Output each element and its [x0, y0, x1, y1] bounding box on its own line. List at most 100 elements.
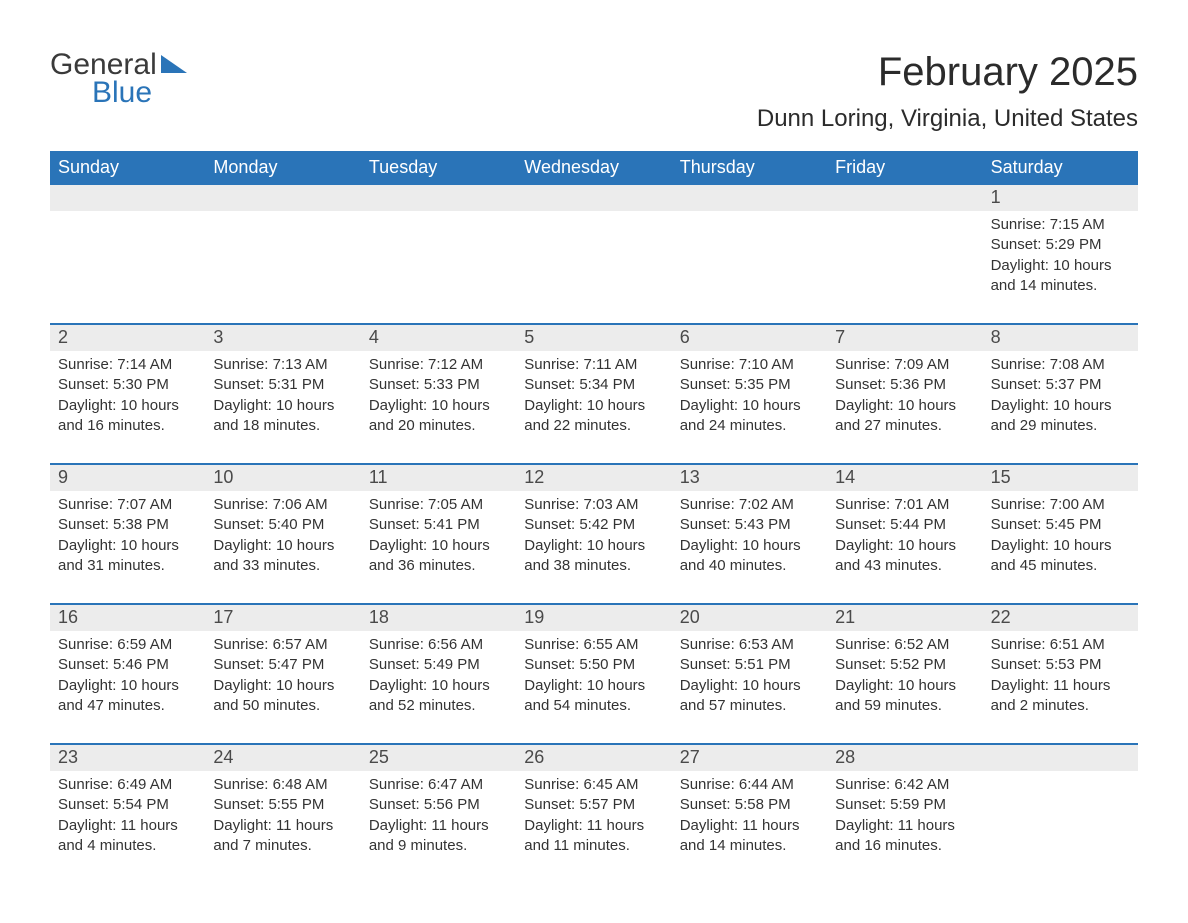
day-body: Sunrise: 7:13 AM Sunset: 5:31 PM Dayligh…: [205, 351, 360, 463]
day-body: Sunrise: 7:12 AM Sunset: 5:33 PM Dayligh…: [361, 351, 516, 463]
calendar: Sunday Monday Tuesday Wednesday Thursday…: [50, 151, 1138, 883]
day-body: Sunrise: 7:03 AM Sunset: 5:42 PM Dayligh…: [516, 491, 671, 603]
day-number: 23: [50, 745, 205, 771]
day-number: 21: [827, 605, 982, 631]
day-body: Sunrise: 6:51 AM Sunset: 5:53 PM Dayligh…: [983, 631, 1138, 743]
header: General Blue February 2025 Dunn Loring, …: [50, 50, 1138, 145]
day-number: 2: [50, 325, 205, 351]
day-body: Sunrise: 7:05 AM Sunset: 5:41 PM Dayligh…: [361, 491, 516, 603]
dow-monday: Monday: [205, 151, 360, 185]
day-number-row: 2345678: [50, 325, 1138, 351]
day-body: Sunrise: 6:53 AM Sunset: 5:51 PM Dayligh…: [672, 631, 827, 743]
day-number: [983, 745, 1138, 771]
day-body-row: Sunrise: 6:49 AM Sunset: 5:54 PM Dayligh…: [50, 771, 1138, 883]
week-row: 9101112131415Sunrise: 7:07 AM Sunset: 5:…: [50, 463, 1138, 603]
day-body: [361, 211, 516, 323]
day-body: [516, 211, 671, 323]
location: Dunn Loring, Virginia, United States: [757, 105, 1138, 133]
dow-thursday: Thursday: [672, 151, 827, 185]
dow-tuesday: Tuesday: [361, 151, 516, 185]
day-body: Sunrise: 7:01 AM Sunset: 5:44 PM Dayligh…: [827, 491, 982, 603]
day-body: Sunrise: 6:49 AM Sunset: 5:54 PM Dayligh…: [50, 771, 205, 883]
day-body: Sunrise: 7:08 AM Sunset: 5:37 PM Dayligh…: [983, 351, 1138, 463]
day-number: 26: [516, 745, 671, 771]
day-body-row: Sunrise: 7:14 AM Sunset: 5:30 PM Dayligh…: [50, 351, 1138, 463]
day-number: 8: [983, 325, 1138, 351]
day-number: 5: [516, 325, 671, 351]
day-number: 3: [205, 325, 360, 351]
day-body: Sunrise: 6:59 AM Sunset: 5:46 PM Dayligh…: [50, 631, 205, 743]
week-row: 16171819202122Sunrise: 6:59 AM Sunset: 5…: [50, 603, 1138, 743]
day-body: Sunrise: 7:02 AM Sunset: 5:43 PM Dayligh…: [672, 491, 827, 603]
day-body: Sunrise: 6:52 AM Sunset: 5:52 PM Dayligh…: [827, 631, 982, 743]
day-body: Sunrise: 7:10 AM Sunset: 5:35 PM Dayligh…: [672, 351, 827, 463]
day-number: [205, 185, 360, 211]
day-body: Sunrise: 7:15 AM Sunset: 5:29 PM Dayligh…: [983, 211, 1138, 323]
day-body: Sunrise: 6:48 AM Sunset: 5:55 PM Dayligh…: [205, 771, 360, 883]
day-of-week-header: Sunday Monday Tuesday Wednesday Thursday…: [50, 151, 1138, 185]
week-row: 232425262728Sunrise: 6:49 AM Sunset: 5:5…: [50, 743, 1138, 883]
day-number: [672, 185, 827, 211]
dow-saturday: Saturday: [983, 151, 1138, 185]
day-number: 6: [672, 325, 827, 351]
day-body-row: Sunrise: 7:15 AM Sunset: 5:29 PM Dayligh…: [50, 211, 1138, 323]
day-number: 19: [516, 605, 671, 631]
day-number: 27: [672, 745, 827, 771]
title-block: February 2025 Dunn Loring, Virginia, Uni…: [757, 50, 1138, 145]
day-body-row: Sunrise: 7:07 AM Sunset: 5:38 PM Dayligh…: [50, 491, 1138, 603]
day-body: Sunrise: 6:57 AM Sunset: 5:47 PM Dayligh…: [205, 631, 360, 743]
day-number-row: 232425262728: [50, 745, 1138, 771]
day-body: Sunrise: 7:14 AM Sunset: 5:30 PM Dayligh…: [50, 351, 205, 463]
day-number: 1: [983, 185, 1138, 211]
week-row: 2345678Sunrise: 7:14 AM Sunset: 5:30 PM …: [50, 323, 1138, 463]
day-body: Sunrise: 6:56 AM Sunset: 5:49 PM Dayligh…: [361, 631, 516, 743]
day-body: [205, 211, 360, 323]
day-number: 20: [672, 605, 827, 631]
day-number: 10: [205, 465, 360, 491]
day-body: Sunrise: 7:07 AM Sunset: 5:38 PM Dayligh…: [50, 491, 205, 603]
day-body: Sunrise: 7:00 AM Sunset: 5:45 PM Dayligh…: [983, 491, 1138, 603]
day-body: [983, 771, 1138, 883]
day-number: [827, 185, 982, 211]
day-number: [361, 185, 516, 211]
day-number: 18: [361, 605, 516, 631]
day-number: 25: [361, 745, 516, 771]
day-body: [50, 211, 205, 323]
day-number: 7: [827, 325, 982, 351]
day-body: Sunrise: 6:47 AM Sunset: 5:56 PM Dayligh…: [361, 771, 516, 883]
day-number: 17: [205, 605, 360, 631]
dow-wednesday: Wednesday: [516, 151, 671, 185]
day-number: [516, 185, 671, 211]
logo-triangle-icon: [161, 55, 187, 73]
day-body: Sunrise: 6:44 AM Sunset: 5:58 PM Dayligh…: [672, 771, 827, 883]
day-number-row: 9101112131415: [50, 465, 1138, 491]
day-body: [672, 211, 827, 323]
day-number: 11: [361, 465, 516, 491]
day-body: Sunrise: 6:55 AM Sunset: 5:50 PM Dayligh…: [516, 631, 671, 743]
day-body: Sunrise: 6:45 AM Sunset: 5:57 PM Dayligh…: [516, 771, 671, 883]
day-body: Sunrise: 7:06 AM Sunset: 5:40 PM Dayligh…: [205, 491, 360, 603]
month-title: February 2025: [757, 50, 1138, 95]
day-number: 24: [205, 745, 360, 771]
day-number: 28: [827, 745, 982, 771]
day-number: [50, 185, 205, 211]
logo: General Blue: [50, 50, 187, 110]
dow-sunday: Sunday: [50, 151, 205, 185]
day-number: 14: [827, 465, 982, 491]
dow-friday: Friday: [827, 151, 982, 185]
logo-text-blue: Blue: [92, 76, 187, 110]
day-number-row: 16171819202122: [50, 605, 1138, 631]
day-number: 15: [983, 465, 1138, 491]
day-body: Sunrise: 7:09 AM Sunset: 5:36 PM Dayligh…: [827, 351, 982, 463]
day-number-row: 1: [50, 185, 1138, 211]
day-number: 13: [672, 465, 827, 491]
day-body: Sunrise: 6:42 AM Sunset: 5:59 PM Dayligh…: [827, 771, 982, 883]
day-body-row: Sunrise: 6:59 AM Sunset: 5:46 PM Dayligh…: [50, 631, 1138, 743]
day-number: 22: [983, 605, 1138, 631]
day-body: Sunrise: 7:11 AM Sunset: 5:34 PM Dayligh…: [516, 351, 671, 463]
day-number: 9: [50, 465, 205, 491]
day-number: 12: [516, 465, 671, 491]
week-row: 1Sunrise: 7:15 AM Sunset: 5:29 PM Daylig…: [50, 185, 1138, 323]
day-body: [827, 211, 982, 323]
day-number: 16: [50, 605, 205, 631]
